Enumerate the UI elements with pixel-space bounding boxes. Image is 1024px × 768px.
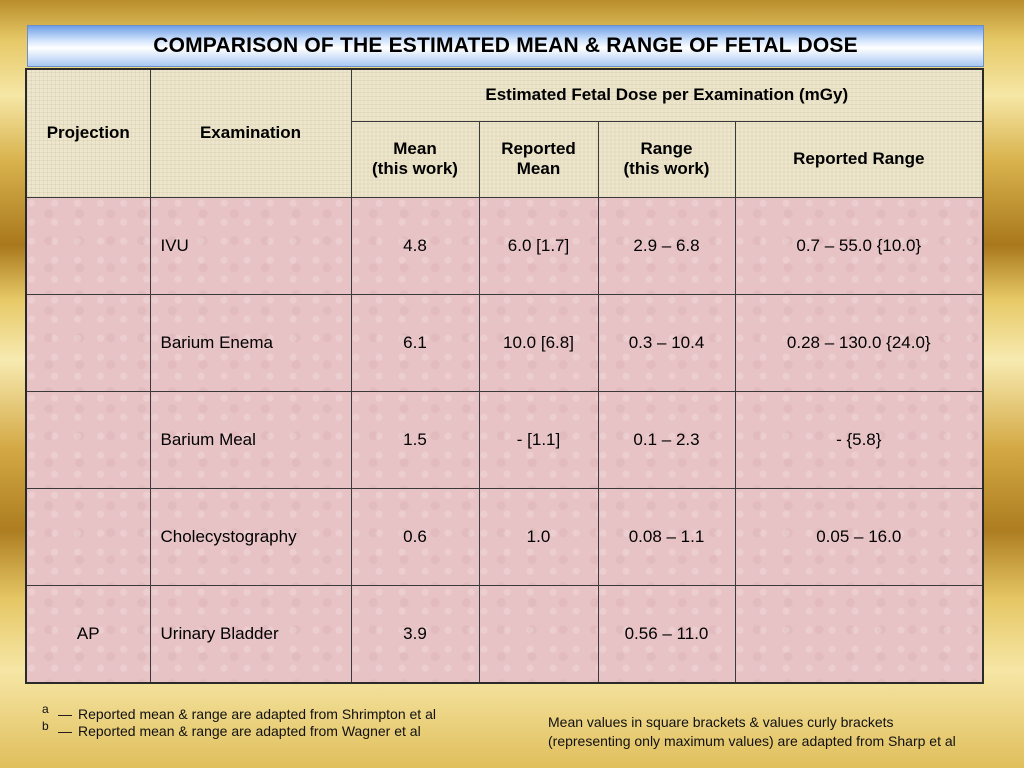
header-range: Range (this work) xyxy=(597,120,736,198)
cell-reported-range: - {5.8} xyxy=(734,390,984,490)
header-range-line2: (this work) xyxy=(623,159,710,179)
footnote-a: a — Reported mean & range are adapted fr… xyxy=(42,702,532,723)
slide-title: COMPARISON OF THE ESTIMATED MEAN & RANGE… xyxy=(153,34,858,57)
header-range-line1: Range xyxy=(640,139,693,159)
cell-range: 0.08 – 1.1 xyxy=(597,488,736,587)
footnotes: a — Reported mean & range are adapted fr… xyxy=(42,702,532,740)
table-row: AP Urinary Bladder 3.9 0.56 – 11.0 xyxy=(25,585,984,684)
footnote-letter: a xyxy=(42,702,49,716)
footnote-dash: — xyxy=(58,723,72,739)
cell-reported-mean: 1.0 xyxy=(478,488,599,587)
cell-mean: 4.8 xyxy=(350,196,480,295)
cell-mean: 0.6 xyxy=(350,488,480,587)
header-reported-mean: Reported Mean xyxy=(478,120,599,198)
cell-examination: Cholecystography xyxy=(149,488,352,587)
cell-reported-mean: 6.0 [1.7] xyxy=(478,196,599,295)
header-row-2: Mean (this work) Reported Mean Range (th… xyxy=(26,120,984,198)
header-reported-range: Reported Range xyxy=(734,120,984,198)
header-mean-line1: Mean xyxy=(393,139,437,159)
header-mean-line2: (this work) xyxy=(372,159,458,179)
header-examination: Examination xyxy=(149,68,352,198)
cell-range: 2.9 – 6.8 xyxy=(597,196,736,295)
cell-reported-range xyxy=(734,585,984,684)
table-row: Cholecystography 0.6 1.0 0.08 – 1.1 0.05… xyxy=(25,488,984,587)
cell-range: 0.3 – 10.4 xyxy=(597,293,736,393)
fetal-dose-table: Projection Examination Estimated Fetal D… xyxy=(25,68,985,684)
cell-examination: Barium Enema xyxy=(149,293,352,393)
footnote-text: Reported mean & range are adapted from S… xyxy=(78,706,436,722)
cell-projection xyxy=(25,488,151,587)
cell-projection xyxy=(25,293,151,393)
header-row-1: Projection Examination Estimated Fetal D… xyxy=(25,68,984,198)
cell-mean: 1.5 xyxy=(350,390,480,490)
table-row: Barium Meal 1.5 - [1.1] 0.1 – 2.3 - {5.8… xyxy=(25,390,984,490)
cell-reported-mean xyxy=(478,585,599,684)
cell-reported-mean: 10.0 [6.8] xyxy=(478,293,599,393)
sharp-note-line1: Mean values in square brackets & values … xyxy=(548,714,894,730)
footnote-text: Reported mean & range are adapted from W… xyxy=(78,723,421,739)
cell-reported-range: 0.28 – 130.0 {24.0} xyxy=(734,293,984,393)
header-dose-group: Estimated Fetal Dose per Examination (mG… xyxy=(350,68,984,122)
header-reported-mean-line2: Mean xyxy=(516,159,561,179)
header-projection: Projection xyxy=(25,68,151,198)
cell-reported-mean: - [1.1] xyxy=(478,390,599,490)
cell-examination: Barium Meal xyxy=(149,390,352,490)
header-reported-mean-line1: Reported xyxy=(501,139,576,159)
cell-examination: Urinary Bladder xyxy=(149,585,352,684)
cell-projection xyxy=(25,196,151,295)
cell-reported-range: 0.7 – 55.0 {10.0} xyxy=(734,196,984,295)
footnote-letter: b xyxy=(42,719,49,733)
sharp-source-note: Mean values in square brackets & values … xyxy=(548,713,1018,751)
cell-projection xyxy=(25,390,151,490)
cell-mean: 6.1 xyxy=(350,293,480,393)
sharp-note-line2: (representing only maximum values) are a… xyxy=(548,733,956,749)
footnote-b: b — Reported mean & range are adapted fr… xyxy=(42,719,532,740)
title-banner: COMPARISON OF THE ESTIMATED MEAN & RANGE… xyxy=(27,25,984,67)
cell-range: 0.1 – 2.3 xyxy=(597,390,736,490)
table-row: IVU 4.8 6.0 [1.7] 2.9 – 6.8 0.7 – 55.0 {… xyxy=(25,196,984,295)
cell-examination: IVU xyxy=(149,196,352,295)
cell-projection: AP xyxy=(25,585,151,684)
table-row: Barium Enema 6.1 10.0 [6.8] 0.3 – 10.4 0… xyxy=(25,293,984,393)
cell-mean: 3.9 xyxy=(350,585,480,684)
footnote-dash: — xyxy=(58,706,72,722)
cell-reported-range: 0.05 – 16.0 xyxy=(734,488,984,587)
cell-range: 0.56 – 11.0 xyxy=(597,585,736,684)
header-mean: Mean (this work) xyxy=(350,120,480,198)
